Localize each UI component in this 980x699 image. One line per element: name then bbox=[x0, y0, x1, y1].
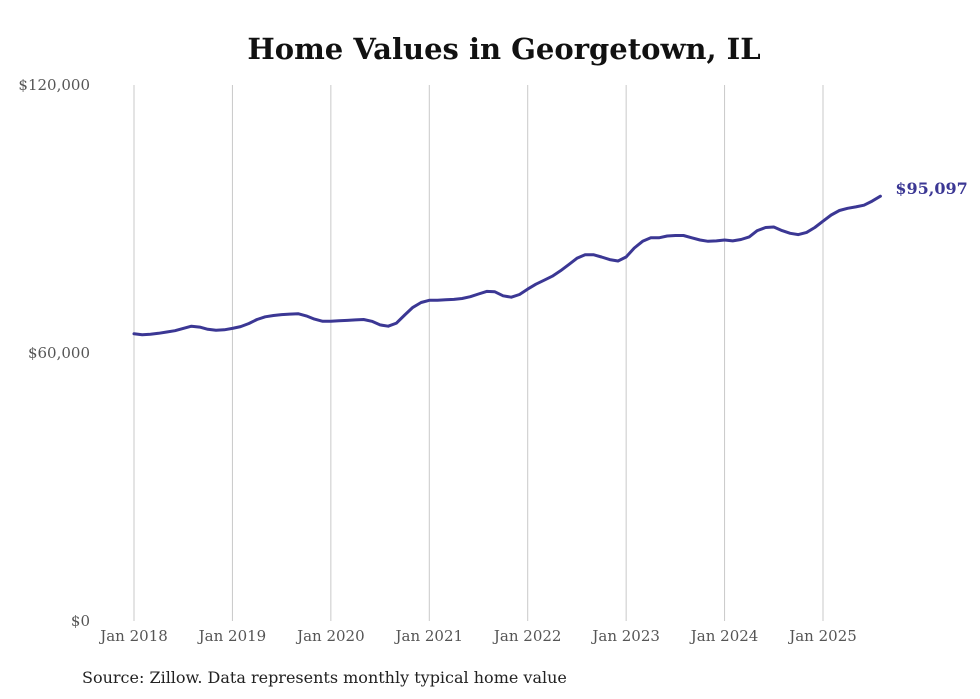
y-tick-label: $60,000 bbox=[28, 344, 90, 362]
source-note: Source: Zillow. Data represents monthly … bbox=[82, 668, 567, 687]
y-tick-label: $0 bbox=[71, 612, 90, 630]
x-tick-label: Jan 2023 bbox=[590, 627, 660, 645]
x-tick-label: Jan 2021 bbox=[394, 627, 464, 645]
home-value-series-line bbox=[132, 194, 882, 337]
grid-layer bbox=[133, 85, 824, 621]
x-tick-label: Jan 2022 bbox=[492, 627, 562, 645]
x-tick-label: Jan 2018 bbox=[98, 627, 168, 645]
x-tick-label: Jan 2025 bbox=[787, 627, 857, 645]
y-axis-ticks: $0 $60,000 $120,000 bbox=[18, 76, 90, 630]
x-tick-label: Jan 2020 bbox=[295, 627, 365, 645]
x-axis-ticks: Jan 2018 Jan 2019 Jan 2020 Jan 2021 Jan 2022… bbox=[98, 627, 857, 645]
x-tick-label: Jan 2024 bbox=[689, 627, 759, 645]
latest-value-label: $95,097 bbox=[895, 179, 967, 198]
chart-title: Home Values in Georgetown, IL bbox=[247, 32, 760, 66]
x-tick-label: Jan 2019 bbox=[197, 627, 267, 645]
y-tick-label: $120,000 bbox=[18, 76, 90, 94]
